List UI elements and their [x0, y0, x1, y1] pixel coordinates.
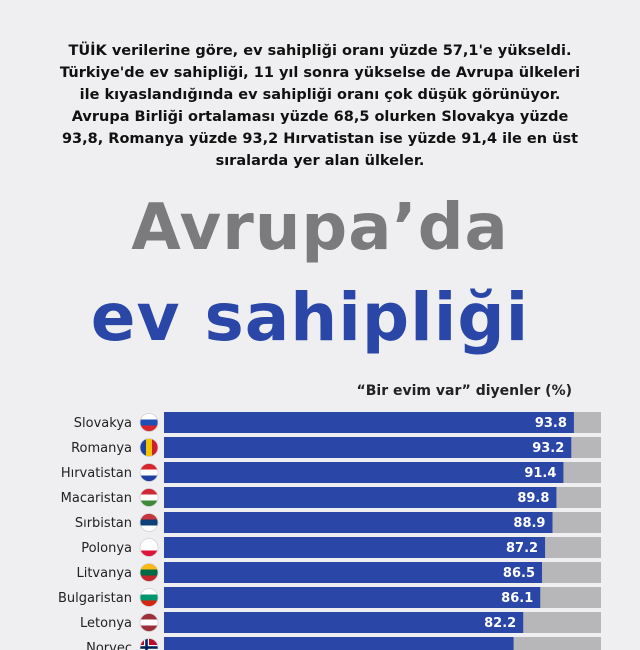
chart-title: “Bir evim var” diyenler (%) — [357, 383, 572, 399]
bar — [164, 562, 542, 583]
bar — [164, 437, 571, 458]
category-label: Polonya — [81, 541, 132, 556]
category-label: Hırvatistan — [61, 466, 132, 481]
value-label: 91.4 — [524, 466, 556, 481]
bar — [164, 612, 523, 633]
flag-lithuania-icon — [140, 564, 158, 582]
value-label: 86.5 — [503, 566, 535, 581]
value-label: 82.2 — [484, 616, 516, 631]
category-label: Macaristan — [61, 491, 132, 506]
intro-paragraph: TÜİK verilerine göre, ev sahipliği oranı… — [50, 40, 590, 172]
value-label: 86.1 — [501, 591, 533, 606]
flag-latvia-icon — [140, 614, 158, 632]
flag-romania-icon — [140, 439, 158, 457]
value-label: 87.2 — [506, 541, 538, 556]
flag-bulgaria-icon — [140, 589, 158, 607]
bar — [164, 412, 574, 433]
category-label: Letonya — [80, 616, 132, 631]
value-label: 89.8 — [517, 491, 549, 506]
category-label: Norveç — [86, 641, 132, 650]
category-label: Romanya — [71, 441, 132, 456]
category-label: Litvanya — [76, 566, 132, 581]
value-label: 93.2 — [532, 441, 564, 456]
flag-poland-icon — [140, 539, 158, 557]
bar — [164, 512, 552, 533]
title-line-1: Avrupa’da — [0, 188, 640, 268]
bar-chart: Slovakya 93.8 Romanya 93.2 Hırvatistan 91.4 Ma… — [0, 405, 640, 650]
bar — [164, 487, 556, 508]
flag-serbia-icon — [140, 514, 158, 532]
bar — [164, 587, 540, 608]
flag-slovakia-icon — [140, 414, 158, 432]
category-label: Sırbistan — [75, 516, 132, 531]
flag-croatia-icon — [140, 464, 158, 482]
flag-norway-icon — [140, 639, 158, 650]
category-label: Slovakya — [74, 416, 132, 431]
value-label: 93.8 — [535, 416, 567, 431]
category-label: Bulgaristan — [58, 591, 132, 606]
bar — [164, 462, 563, 483]
title-line-2: ev sahipliği — [0, 278, 620, 358]
flag-hungary-icon — [140, 489, 158, 507]
bar — [164, 637, 514, 650]
value-label: 88.9 — [513, 516, 545, 531]
bar — [164, 537, 545, 558]
